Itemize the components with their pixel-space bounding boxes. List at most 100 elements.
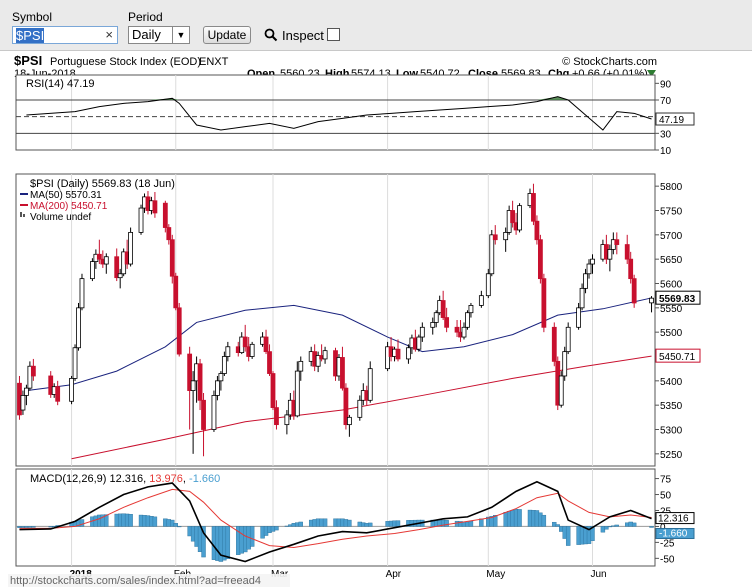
candle-body <box>173 275 179 309</box>
macd-hist-bar <box>590 526 595 541</box>
macd-hist-bar <box>298 521 303 527</box>
candle-body <box>440 300 446 318</box>
candle-body <box>465 312 470 328</box>
candle-body <box>90 261 95 280</box>
candle-body <box>24 387 29 396</box>
candle-body <box>211 395 217 430</box>
candle-body <box>263 336 269 353</box>
candle-body <box>489 234 495 275</box>
macd-hist-bar <box>517 509 522 527</box>
period-label: Period <box>128 10 163 24</box>
candle-body <box>590 258 595 265</box>
candle-body <box>55 386 61 402</box>
candle-body <box>406 347 411 360</box>
macd-hist-bar <box>274 526 279 531</box>
macd-hist-bar <box>347 519 352 527</box>
inspect-checkbox[interactable] <box>327 28 340 41</box>
macd-hist-bar <box>468 520 474 527</box>
volume-legend-swatch <box>23 214 25 217</box>
macd-line <box>19 480 652 563</box>
candle-body <box>225 346 231 357</box>
candle-body <box>517 205 522 231</box>
period-select[interactable]: Daily ▼ <box>128 26 190 44</box>
macd-y-tick-label: 0 <box>660 522 666 533</box>
candle-body <box>152 200 158 214</box>
magnifier-icon[interactable] <box>264 28 278 42</box>
macd-title-part: 12.316 <box>109 473 143 485</box>
price-y-tick-label: 5750 <box>660 207 683 218</box>
update-button[interactable]: Update <box>203 26 251 44</box>
last-close-box <box>655 290 701 305</box>
rsi-line <box>26 96 652 131</box>
candle-body <box>117 273 123 279</box>
macd-hist-bar <box>395 520 401 527</box>
rsi-y-tick-label: 90 <box>660 79 672 90</box>
macd-hist-bar <box>555 524 560 527</box>
copyright: © StockCharts.com <box>562 56 657 68</box>
candle-body <box>649 297 654 304</box>
candle-body <box>492 234 498 241</box>
price-frame <box>15 173 656 467</box>
candle-body <box>395 348 401 360</box>
macd-title-part: -1.660 <box>189 473 220 485</box>
macd-title-part: 13.976 <box>149 473 183 485</box>
macd-x-tick-label: May <box>486 569 505 580</box>
volume-legend-label: Volume undef <box>30 212 91 223</box>
candle-body <box>103 256 109 265</box>
candle-body <box>27 365 33 389</box>
candle-body <box>551 326 557 362</box>
candle-body <box>367 368 373 401</box>
candle-body <box>274 407 279 426</box>
candle-body <box>385 346 390 370</box>
ma200-last-value: 5450.71 <box>659 352 696 363</box>
candle-body <box>284 414 290 426</box>
symbol-label: Symbol <box>12 10 53 24</box>
candle-body <box>510 210 516 224</box>
candle-body <box>485 273 491 297</box>
candle-body <box>433 312 439 323</box>
price-y-tick-label: 5300 <box>660 426 683 437</box>
macd-x-tick-label: Jun <box>590 569 606 580</box>
candle-body <box>531 193 536 222</box>
macd-last-box <box>655 512 695 525</box>
clear-icon[interactable]: × <box>105 27 113 42</box>
candle-body <box>576 307 581 328</box>
symbol-input[interactable]: $PSI × <box>12 26 118 44</box>
macd-hist-bar <box>444 520 449 527</box>
inspect-label: Inspect <box>282 28 324 43</box>
candle-body <box>631 278 637 304</box>
candle-body <box>72 347 78 379</box>
macd-hist-bar <box>104 514 109 527</box>
macd-hist-bar <box>128 514 133 527</box>
candle-body <box>176 307 182 355</box>
macd-last-value: 12.316 <box>658 514 689 525</box>
rsi-panel: RSI(14) 47.19907050301047.19 <box>15 74 695 157</box>
price-panel: $PSI (Daily) 5569.83 (18 Jun)MA(50) 5570… <box>15 173 701 481</box>
candle-body <box>79 278 85 309</box>
candle-body <box>614 239 620 245</box>
candle-body <box>201 399 206 430</box>
candle-body <box>583 273 588 289</box>
macd-y-tick-label: 50 <box>660 491 672 502</box>
candle-body <box>128 231 134 265</box>
macd-hist-bar <box>493 515 498 527</box>
candle-body <box>197 363 203 401</box>
candle-body <box>322 350 328 360</box>
candle-body <box>607 249 613 260</box>
macd-hist-bar <box>79 519 85 527</box>
candle-body <box>294 370 300 417</box>
candle-body <box>96 253 102 260</box>
toolbar: Symbol $PSI × Period Daily ▼ Update Inspec… <box>0 0 752 51</box>
candle-body <box>69 377 74 402</box>
candle-body <box>315 355 321 367</box>
macd-x-tick-label: Apr <box>386 569 402 580</box>
candle-body <box>340 357 345 389</box>
candle-body <box>357 399 363 418</box>
chevron-down-icon[interactable]: ▼ <box>172 27 189 43</box>
macd-hist-bar <box>607 526 613 528</box>
symbol-value: $PSI <box>16 28 45 43</box>
candle-body <box>537 239 543 280</box>
candle-body <box>586 263 592 275</box>
macd-hist-last-value: -1.660 <box>659 528 688 539</box>
candle-body <box>221 356 227 374</box>
